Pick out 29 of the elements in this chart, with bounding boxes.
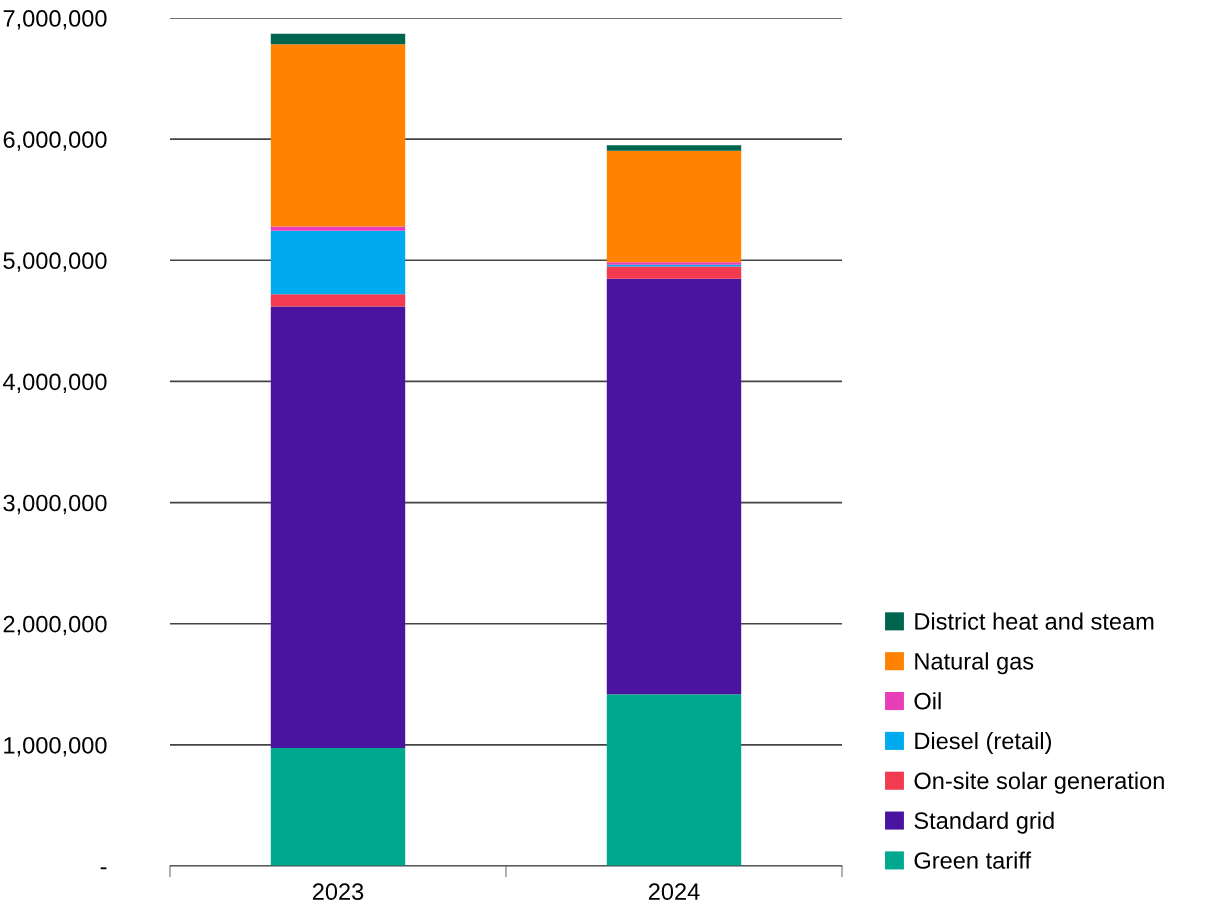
y-tick-label: 3,000,000 [3,494,107,515]
x-tick-label: 2023 [312,883,364,901]
bar [270,33,406,45]
y-tick-label: 6,000,000 [3,131,107,151]
bar [270,306,406,749]
legend-label: Natural gas [915,652,1034,675]
bar [270,44,406,227]
bar [606,150,742,263]
bar [270,748,406,866]
bar [606,145,742,151]
x-tick-label: 2024 [648,883,700,901]
y-tick-label: 1,000,000 [4,736,107,757]
y-tick-label: - [100,867,107,870]
legend-label: Standard grid [914,811,1054,834]
y-tick-label: 4,000,000 [3,373,107,394]
bar [606,694,742,866]
legend-label: Green tariff [914,851,1032,869]
y-tick-label: 5,000,000 [3,252,107,272]
legend-label: Oil [914,692,941,710]
bar [270,226,406,231]
bar [270,294,406,307]
legend-label: District heat and steam [915,612,1154,630]
bar [606,266,742,279]
y-tick-label: 7,000,000 [3,10,107,30]
legend-label: Diesel (retail) [915,731,1051,754]
bar [270,230,406,295]
legend-label: On-site solar generation [914,771,1164,794]
bar [606,278,742,695]
y-tick-label: 2,000,000 [3,615,107,636]
